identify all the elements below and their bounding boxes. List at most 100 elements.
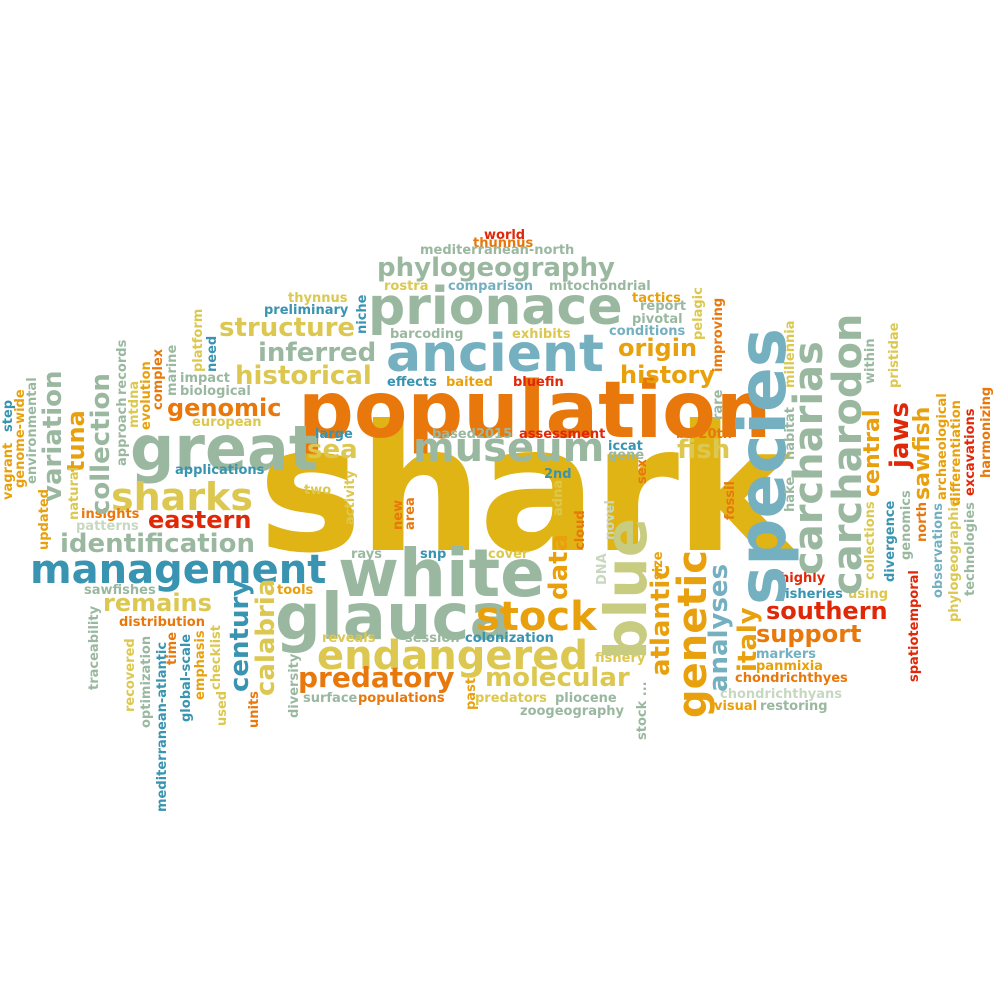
word: white (338, 535, 545, 612)
word: visual (714, 699, 758, 714)
word: eastern (148, 506, 252, 534)
word: century (225, 579, 255, 692)
word: atlantic (646, 564, 676, 676)
word: pelagic (691, 287, 706, 340)
word: history (620, 361, 716, 389)
word: colonization (465, 631, 554, 646)
word: units (247, 691, 262, 728)
word: activity (343, 470, 358, 525)
word: marine (165, 344, 180, 396)
word: environmental (25, 377, 40, 484)
word: stock ... (635, 681, 650, 740)
word: genomic (167, 394, 282, 422)
word: improving (711, 297, 726, 372)
word: tools (277, 583, 314, 598)
word: glauca (275, 581, 513, 655)
word: highly (780, 571, 826, 586)
word: sawfish (910, 406, 935, 500)
word: conditions (609, 324, 686, 339)
word: fish (677, 435, 731, 465)
word: differentiation (949, 400, 964, 506)
word: assessment (519, 427, 606, 442)
word: patterns (76, 519, 139, 534)
word: populations (358, 691, 445, 706)
word: adna (551, 479, 566, 516)
word: applications (175, 463, 265, 478)
word: central (860, 409, 885, 497)
word: barcoding (390, 327, 464, 342)
word: sawfishes (84, 583, 156, 598)
word: exhibits (512, 327, 571, 342)
word: collections (863, 501, 878, 580)
word: historical (235, 361, 372, 391)
word: origin (618, 334, 698, 362)
word: ancient (386, 324, 604, 384)
word: global-scale (179, 633, 194, 722)
word: markers (756, 647, 816, 662)
word: technologies (963, 502, 978, 596)
word: stock (476, 594, 597, 640)
word: great (130, 412, 319, 485)
word: impact (180, 371, 231, 386)
word: pristidae (887, 322, 902, 388)
word: bluefin (513, 375, 564, 390)
word: data (544, 533, 574, 600)
word: tuna (62, 410, 90, 472)
word: within (863, 338, 878, 384)
word: area (403, 497, 418, 530)
word: based2015 (432, 427, 513, 442)
word: approach (115, 397, 130, 466)
word: 2nd (544, 467, 572, 482)
word: checklist (209, 625, 224, 690)
word: zoogeography (520, 704, 625, 719)
word: traceability (87, 605, 102, 690)
word: harmonizing (979, 386, 994, 478)
word: snp (420, 547, 447, 562)
word: diversity (287, 653, 302, 718)
word: effects (387, 375, 437, 390)
word: north (915, 501, 930, 542)
word: cover (488, 547, 529, 562)
word: analyses (704, 563, 734, 692)
word: emphasis (193, 630, 208, 700)
word: comparison (448, 279, 534, 294)
word: predatory (298, 661, 455, 694)
word: distribution (119, 615, 205, 630)
word: baited (446, 375, 493, 390)
word: two (304, 483, 332, 498)
word: inferred (258, 338, 377, 368)
word: population (298, 366, 772, 456)
word: used (215, 690, 230, 726)
word: thunnus (473, 236, 534, 251)
word: iccat (608, 439, 643, 454)
word: fishery (595, 651, 646, 666)
word: excavations (963, 408, 978, 496)
word: museum (413, 425, 605, 471)
word: shark (258, 389, 792, 592)
word: size (651, 551, 666, 580)
word: chondrichthyans (720, 687, 842, 702)
word: optimization (139, 635, 154, 728)
word: pivotal (632, 312, 683, 327)
word: need (205, 335, 220, 372)
word: insights (81, 507, 140, 522)
word: observations (931, 502, 946, 598)
word: prionace (368, 277, 623, 337)
word: spatiotemporal (907, 570, 922, 682)
word: gene (608, 448, 645, 463)
word: sea (307, 435, 358, 465)
word: management (30, 547, 327, 593)
word: remains (103, 589, 212, 617)
word: fossil (723, 481, 738, 520)
word: surface (303, 691, 358, 706)
word: pliocene (555, 691, 617, 706)
word: complex (151, 348, 166, 410)
word: european (192, 415, 262, 430)
word: millennia (783, 320, 798, 388)
word: chondrichthyes (735, 671, 848, 686)
word: mediterranean-atlantic (155, 641, 170, 812)
word: collection (86, 373, 116, 515)
word: past (464, 677, 479, 710)
word: reveals (322, 631, 376, 646)
